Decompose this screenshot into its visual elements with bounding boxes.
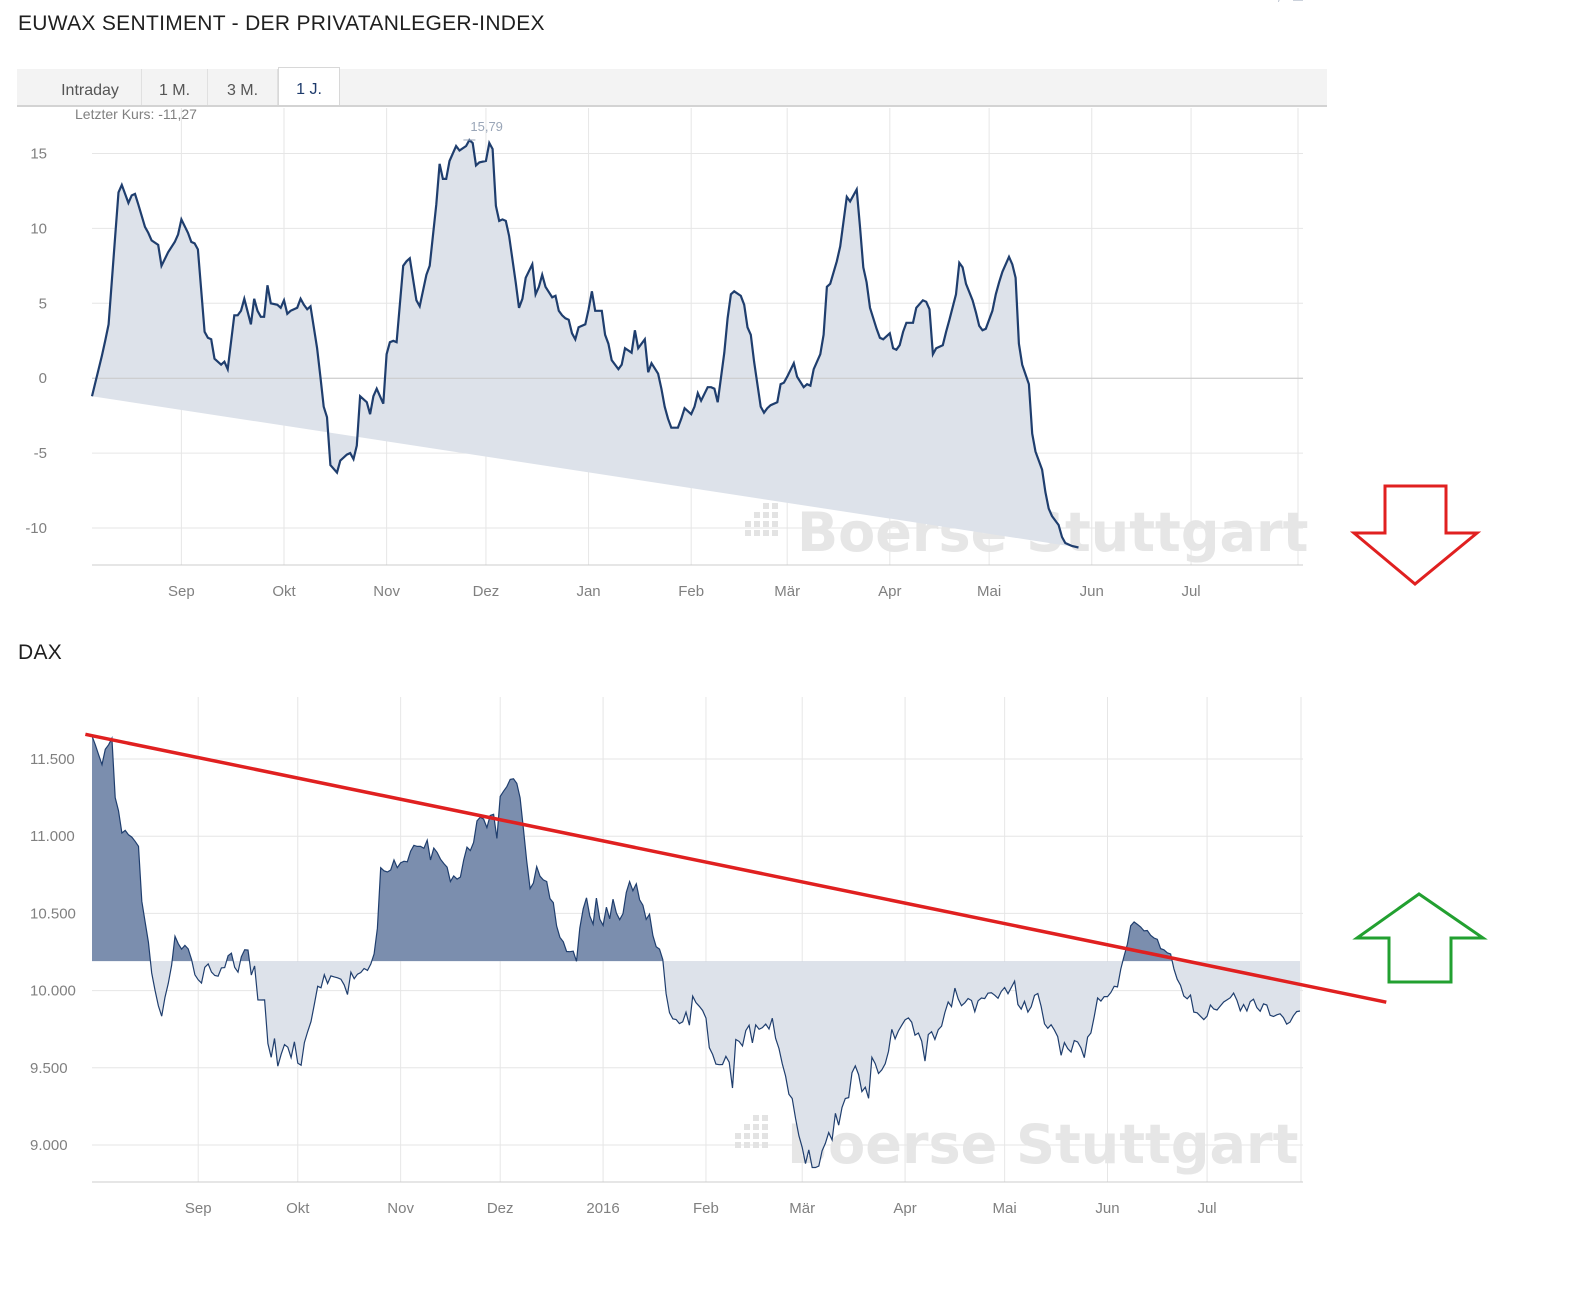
- watermark-dot: [763, 530, 769, 536]
- watermark-dot: [762, 1115, 768, 1121]
- annotation-arrows: [1349, 484, 1488, 984]
- max-value-label: 15,79: [470, 119, 503, 134]
- last-price-label: Letzter Kurs: -11,27: [75, 106, 197, 122]
- dax-chart-title: DAX: [18, 641, 63, 664]
- watermark-dot: [735, 1142, 741, 1148]
- watermark-dot: [753, 1133, 759, 1139]
- y-tick-label: 11.000: [30, 828, 75, 845]
- watermark-dot: [763, 503, 769, 509]
- x-tick-label: Jun: [1080, 583, 1104, 600]
- watermark-dot: [762, 1142, 768, 1148]
- tab-1-month[interactable]: 1 M.: [142, 69, 208, 105]
- watermark-dot: [753, 1115, 759, 1121]
- y-tick-label: 15: [30, 145, 47, 162]
- x-tick-label: Feb: [693, 1200, 719, 1217]
- watermark-dot: [753, 1124, 759, 1130]
- series-line: [90, 138, 1079, 549]
- x-tick-label: Okt: [272, 583, 296, 600]
- watermark-dot: [754, 512, 760, 518]
- tab-3-months[interactable]: 3 M.: [208, 69, 278, 105]
- range-tab-bar: Intraday 1 M. 3 M. 1 J.: [17, 67, 1327, 107]
- watermark-dot: [772, 521, 778, 527]
- watermark-dot: [745, 521, 751, 527]
- watermark-dot: [772, 530, 778, 536]
- watermark-dot: [744, 1133, 750, 1139]
- y-tick-label: 10.500: [30, 905, 76, 922]
- x-tick-label: Jun: [1095, 1200, 1119, 1217]
- series-area-below: [92, 961, 1300, 1168]
- y-tick-label: 10: [30, 220, 47, 237]
- x-tick-label: Sep: [185, 1200, 212, 1217]
- watermark-dot: [753, 1142, 759, 1148]
- y-tick-label: 9.500: [30, 1060, 68, 1077]
- arrow-up-icon: [1352, 892, 1488, 984]
- watermark-dot: [762, 1124, 768, 1130]
- x-tick-label: Feb: [678, 583, 704, 600]
- y-tick-label: 10.000: [30, 983, 76, 1000]
- watermark-dot: [763, 521, 769, 527]
- watermark-dot: [772, 512, 778, 518]
- tab-1-year[interactable]: 1 J.: [278, 67, 340, 105]
- x-tick-label: Mai: [993, 1200, 1017, 1217]
- watermark-dot: [744, 1124, 750, 1130]
- watermark-dot: [754, 521, 760, 527]
- x-tick-label: Sep: [168, 583, 195, 600]
- last-value-label: -11,27: [1259, 0, 1295, 3]
- x-tick-label: Dez: [473, 583, 500, 600]
- watermark-logo-icon: [735, 1115, 768, 1148]
- arrow-down-icon: [1349, 484, 1482, 586]
- watermark-dot: [763, 512, 769, 518]
- x-tick-label: Apr: [893, 1200, 916, 1217]
- y-tick-label: 9.000: [30, 1137, 68, 1154]
- x-tick-label: Apr: [878, 583, 901, 600]
- watermark-dot: [762, 1133, 768, 1139]
- x-tick-label: Mär: [789, 1200, 815, 1217]
- sentiment-chart-title: EUWAX SENTIMENT - DER PRIVATANLEGER-INDE…: [18, 12, 545, 35]
- y-tick-label: 5: [39, 295, 47, 312]
- series-line: [91, 735, 1301, 1169]
- x-tick-label: Jan: [576, 583, 600, 600]
- dax-chart: 11.500 11.000 10.500 10.000 9.500 9.000 Sep Okt…: [30, 697, 1387, 1217]
- x-tick-label: Jul: [1197, 1200, 1216, 1217]
- y-tick-label: -10: [25, 520, 47, 537]
- series-area-above: [92, 735, 1173, 962]
- watermark-dot: [744, 1142, 750, 1148]
- x-tick-label: Okt: [286, 1200, 310, 1217]
- watermark-dot: [772, 503, 778, 509]
- x-tick-label: Jul: [1181, 583, 1200, 600]
- tab-intraday[interactable]: Intraday: [39, 69, 142, 105]
- x-tick-label: Mär: [774, 583, 800, 600]
- y-tick-label: 0: [39, 370, 47, 387]
- watermark-dot: [735, 1133, 741, 1139]
- y-tick-label: -5: [34, 445, 47, 462]
- watermark-logo-icon: [745, 503, 778, 536]
- x-tick-label: Dez: [487, 1200, 514, 1217]
- series-area: [92, 140, 1079, 548]
- sentiment-chart: 15 10 5 0 -5 -10 Sep Okt Nov Dez Jan Feb Mär Apr Mai Ju…: [25, 0, 1308, 600]
- x-tick-label: Nov: [373, 583, 400, 600]
- watermark-dot: [745, 530, 751, 536]
- watermark-text: Boerse Stuttgart: [787, 1113, 1298, 1176]
- watermark-dot: [754, 530, 760, 536]
- trendline: [85, 732, 1387, 1004]
- y-tick-label: 11.500: [30, 751, 75, 768]
- x-tick-label: 2016: [586, 1200, 619, 1217]
- x-tick-label: Mai: [977, 583, 1001, 600]
- x-tick-label: Nov: [387, 1200, 414, 1217]
